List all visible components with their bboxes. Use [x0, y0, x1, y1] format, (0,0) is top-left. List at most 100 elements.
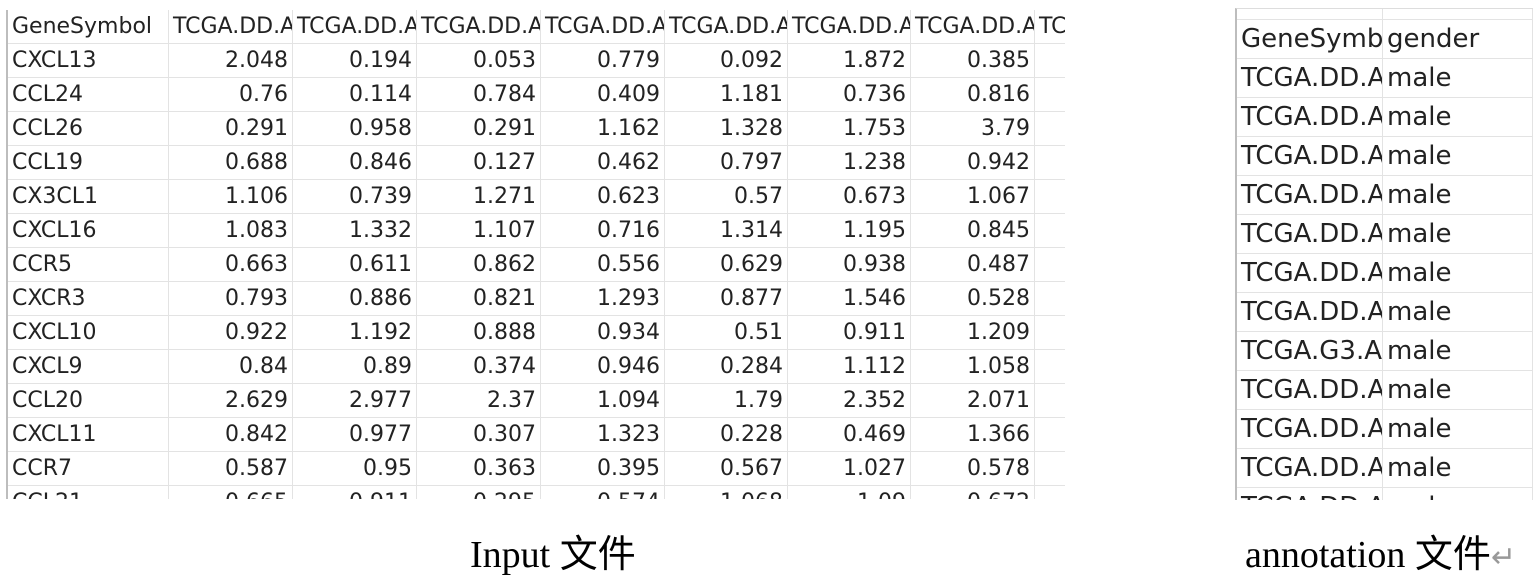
value-cell: 0.888	[417, 316, 541, 350]
sample-cell: TCGA.DD.A	[1237, 293, 1383, 332]
gender-cell: male	[1383, 332, 1533, 371]
value-cell: 0.716	[541, 214, 665, 248]
value-cell	[1035, 78, 1065, 112]
value-cell: 0.469	[788, 418, 911, 452]
header-cell: TCGA.DD.A	[665, 10, 788, 44]
gender-cell: male	[1383, 293, 1533, 332]
gender-cell: male	[1383, 371, 1533, 410]
value-cell: 0.911	[788, 316, 911, 350]
value-cell: 0.784	[417, 78, 541, 112]
header-cell: TCGA.DD.A	[1035, 10, 1065, 44]
value-cell	[1035, 316, 1065, 350]
value-cell: 0.665	[169, 486, 293, 499]
value-cell: 1.094	[541, 384, 665, 418]
value-cell	[1035, 248, 1065, 282]
value-cell: 0.092	[665, 44, 788, 78]
header-cell: TCGA.DD.A	[417, 10, 541, 44]
cell	[1383, 9, 1533, 20]
value-cell: 0.574	[541, 486, 665, 499]
value-cell: 0.307	[417, 418, 541, 452]
sample-cell: TCGA.DD.A	[1237, 59, 1383, 98]
value-cell: 2.629	[169, 384, 293, 418]
gene-cell: CCL26	[8, 112, 169, 146]
header-cell: GeneSymbol	[8, 10, 169, 44]
value-cell: 0.977	[293, 418, 417, 452]
value-cell: 0.845	[911, 214, 1035, 248]
sample-cell: TCGA.DD.A	[1237, 98, 1383, 137]
value-cell: 1.067	[911, 180, 1035, 214]
gene-cell: CCR7	[8, 452, 169, 486]
value-cell: 0.462	[541, 146, 665, 180]
gene-cell: CXCR3	[8, 282, 169, 316]
input-caption: Input 文件	[470, 534, 636, 576]
gender-cell: male	[1383, 215, 1533, 254]
value-cell: 0.672	[911, 486, 1035, 499]
caption-text: annotation 文件	[1245, 534, 1491, 576]
value-cell: 1.328	[665, 112, 788, 146]
value-cell	[1035, 486, 1065, 499]
gene-cell: CXCL9	[8, 350, 169, 384]
value-cell: 1.112	[788, 350, 911, 384]
value-cell: 0.291	[417, 112, 541, 146]
value-cell: 0.578	[911, 452, 1035, 486]
value-cell: 0.934	[541, 316, 665, 350]
value-cell: 0.363	[417, 452, 541, 486]
value-cell: 0.862	[417, 248, 541, 282]
value-cell: 0.846	[293, 146, 417, 180]
gene-cell: CCL21	[8, 486, 169, 499]
gender-cell: male	[1383, 98, 1533, 137]
value-cell	[1035, 418, 1065, 452]
value-cell	[1035, 452, 1065, 486]
value-cell: 1.083	[169, 214, 293, 248]
value-cell: 2.352	[788, 384, 911, 418]
value-cell: 1.293	[541, 282, 665, 316]
header-cell: TCGA.DD.A	[293, 10, 417, 44]
value-cell: 3.79	[911, 112, 1035, 146]
value-cell: 1.058	[911, 350, 1035, 384]
value-cell: 0.295	[417, 486, 541, 499]
value-cell: 1.192	[293, 316, 417, 350]
value-cell: 0.629	[665, 248, 788, 282]
value-cell: 1.107	[417, 214, 541, 248]
header-cell: TCGA.DD.A	[788, 10, 911, 44]
value-cell: 0.611	[293, 248, 417, 282]
paragraph-mark: ↵	[1490, 541, 1517, 574]
sample-cell: TCGA.G3.A	[1237, 332, 1383, 371]
value-cell: 0.114	[293, 78, 417, 112]
header-cell: TCGA.DD.A	[911, 10, 1035, 44]
value-cell: 2.977	[293, 384, 417, 418]
value-cell: 0.385	[911, 44, 1035, 78]
value-cell: 0.942	[911, 146, 1035, 180]
value-cell: 0.556	[541, 248, 665, 282]
value-cell	[1035, 350, 1065, 384]
cell	[1237, 9, 1383, 20]
value-cell: 0.816	[911, 78, 1035, 112]
value-cell: 1.332	[293, 214, 417, 248]
value-cell: 0.793	[169, 282, 293, 316]
value-cell: 0.623	[541, 180, 665, 214]
value-cell: 1.314	[665, 214, 788, 248]
value-cell	[1035, 146, 1065, 180]
value-cell: 0.194	[293, 44, 417, 78]
value-cell: 0.284	[665, 350, 788, 384]
value-cell: 1.753	[788, 112, 911, 146]
value-cell: 0.797	[665, 146, 788, 180]
value-cell: 0.688	[169, 146, 293, 180]
value-cell: 0.842	[169, 418, 293, 452]
value-cell: 0.374	[417, 350, 541, 384]
value-cell: 0.821	[417, 282, 541, 316]
value-cell: 0.886	[293, 282, 417, 316]
value-cell	[1035, 214, 1065, 248]
gender-cell: male	[1383, 176, 1533, 215]
value-cell: 0.57	[665, 180, 788, 214]
value-cell: 1.106	[169, 180, 293, 214]
value-cell: 1.162	[541, 112, 665, 146]
value-cell: 1.546	[788, 282, 911, 316]
value-cell: 1.872	[788, 44, 911, 78]
sample-cell: TCGA.DD.A	[1237, 371, 1383, 410]
gene-cell: CX3CL1	[8, 180, 169, 214]
value-cell: 1.79	[665, 384, 788, 418]
value-cell	[1035, 282, 1065, 316]
value-cell: 1.027	[788, 452, 911, 486]
